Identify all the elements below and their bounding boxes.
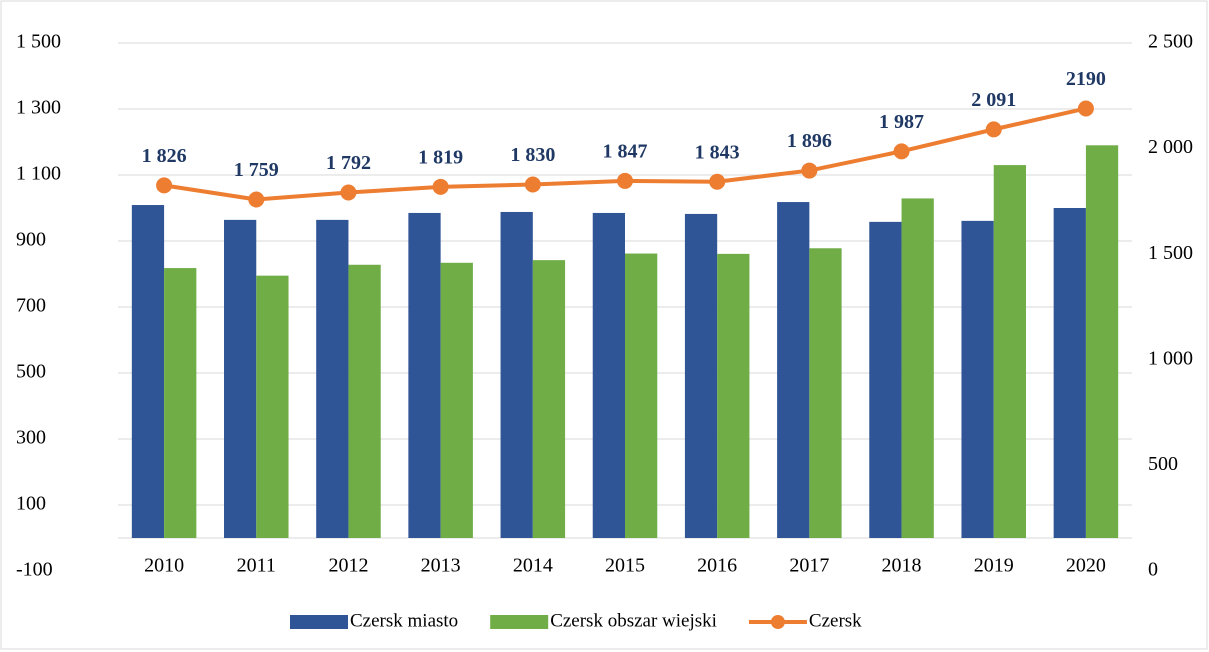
x-tick-label: 2011 <box>237 555 276 577</box>
x-tick-label: 2018 <box>882 555 922 577</box>
line-point <box>617 172 633 189</box>
data-label: 1 847 <box>603 141 648 163</box>
bar <box>440 262 473 538</box>
legend-swatch <box>290 615 348 629</box>
data-label: 1 792 <box>326 152 371 174</box>
bar <box>500 211 533 538</box>
y-tick-label: 1 100 <box>16 163 61 185</box>
data-label: 1 896 <box>787 130 832 152</box>
bar <box>256 275 289 538</box>
bar <box>592 212 625 538</box>
line-point <box>709 173 726 190</box>
y2-tick-label: 1 500 <box>1148 242 1193 264</box>
data-label: 1 826 <box>142 145 187 167</box>
line-point <box>248 191 265 208</box>
line-point <box>340 184 357 201</box>
x-tick-label: 2015 <box>605 555 645 577</box>
bar <box>348 264 381 538</box>
data-label: 2 091 <box>971 89 1016 111</box>
legend-label: Czersk miasto <box>350 610 458 631</box>
y-tick-label: 100 <box>16 493 46 515</box>
line-point <box>801 162 818 179</box>
bar <box>901 198 934 538</box>
x-tick-label: 2014 <box>513 555 553 577</box>
bar <box>316 219 349 538</box>
x-tick-label: 2017 <box>789 555 829 577</box>
data-label: 1 819 <box>418 146 463 168</box>
bar <box>1085 145 1119 539</box>
data-label: 2190 <box>1066 68 1106 90</box>
y-tick-label: 700 <box>16 295 46 317</box>
x-tick-label: 2020 <box>1066 555 1106 577</box>
bar <box>993 165 1026 538</box>
line-point <box>524 176 541 193</box>
x-tick-label: 2010 <box>144 555 184 577</box>
bar <box>684 213 718 538</box>
bar <box>1053 208 1086 538</box>
bar <box>625 253 658 539</box>
line-point <box>156 177 173 194</box>
x-tick-label: 2016 <box>697 555 737 577</box>
y-tick-label: -100 <box>16 559 53 581</box>
legend-label: Czersk <box>809 610 862 631</box>
y2-tick-label: 2 500 <box>1148 31 1193 53</box>
y-tick-label: 1 500 <box>16 31 61 53</box>
bar <box>408 212 441 538</box>
x-tick-label: 2012 <box>328 555 368 577</box>
legend-label: Czersk obszar wiejski <box>550 610 717 631</box>
line-point <box>893 143 910 160</box>
x-tick-label: 2019 <box>974 555 1014 577</box>
line-point <box>1077 100 1094 117</box>
bar <box>224 219 257 538</box>
y-tick-label: 1 300 <box>16 97 61 119</box>
y2-tick-label: 2 000 <box>1148 136 1193 158</box>
x-tick-label: 2013 <box>421 555 461 577</box>
legend-swatch <box>490 615 549 629</box>
y-tick-label: 500 <box>16 361 46 383</box>
line-point <box>432 178 449 195</box>
bar <box>164 268 197 538</box>
bar <box>131 205 165 538</box>
y-tick-label: 300 <box>16 427 46 449</box>
line-point <box>985 121 1002 138</box>
data-label: 1 987 <box>879 111 924 133</box>
y-tick-label: 900 <box>16 229 46 251</box>
data-label: 1 759 <box>234 159 279 181</box>
data-label: 1 830 <box>510 144 555 166</box>
legend-swatch <box>770 615 785 629</box>
bar <box>717 253 750 538</box>
y2-tick-label: 500 <box>1148 453 1178 475</box>
data-label: 1 843 <box>695 141 740 163</box>
y2-tick-label: 0 <box>1148 559 1158 581</box>
bar <box>777 202 810 538</box>
bar <box>532 260 566 538</box>
bar <box>869 221 902 539</box>
bar <box>961 220 994 538</box>
y2-tick-label: 1 000 <box>1148 347 1193 369</box>
bar <box>809 248 842 538</box>
